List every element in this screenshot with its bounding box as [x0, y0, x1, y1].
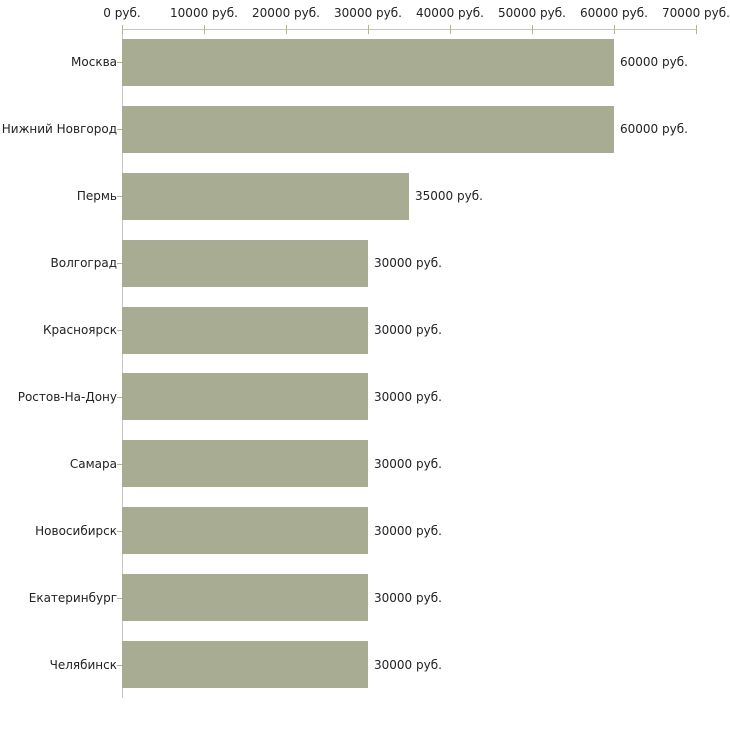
- x-tick-label: 40000 руб.: [416, 6, 484, 20]
- category-label: Нижний Новгород: [1, 122, 117, 137]
- x-tick-mark: [368, 25, 369, 34]
- plot-area: 0 руб. 10000 руб. 20000 руб. 30000 руб. …: [2, 6, 730, 698]
- value-label: 30000 руб.: [374, 389, 442, 404]
- value-label: 30000 руб.: [374, 323, 442, 338]
- y-tick-mark: [117, 330, 122, 332]
- bar: [122, 507, 368, 555]
- x-axis-line: [122, 29, 696, 30]
- bar-row: Красноярск 30000 руб.: [43, 297, 696, 364]
- x-tick-label: 20000 руб.: [252, 6, 320, 20]
- bar-row: Пермь 35000 руб.: [77, 163, 696, 230]
- bar: [122, 574, 368, 622]
- bar: [122, 239, 368, 287]
- category-label: Ростов-На-Дону: [17, 389, 117, 404]
- x-tick-mark: [614, 25, 615, 34]
- bar-row: Нижний Новгород 60000 руб.: [2, 96, 696, 163]
- x-tick-label: 30000 руб.: [334, 6, 402, 20]
- bar: [122, 38, 614, 86]
- bar-row: Москва 60000 руб.: [71, 29, 696, 96]
- x-tick-label: 70000 руб.: [662, 6, 730, 20]
- bars-container: Москва 60000 руб. Нижний Новгород 60000 …: [2, 29, 696, 698]
- y-tick-mark: [117, 396, 122, 398]
- value-label: 35000 руб.: [415, 189, 483, 204]
- x-tick-mark: [696, 25, 697, 34]
- y-tick-mark: [117, 62, 122, 64]
- x-tick-label: 60000 руб.: [580, 6, 648, 20]
- bar: [122, 440, 368, 488]
- bar: [122, 641, 368, 689]
- category-label: Москва: [71, 55, 117, 70]
- x-tick-mark: [532, 25, 533, 34]
- category-label: Челябинск: [49, 657, 117, 672]
- category-label: Самара: [69, 456, 117, 471]
- bar-row: Самара 30000 руб.: [70, 430, 696, 497]
- value-label: 30000 руб.: [374, 523, 442, 538]
- value-label: 30000 руб.: [374, 590, 442, 605]
- bar: [122, 373, 368, 421]
- value-label: 30000 руб.: [374, 256, 442, 271]
- y-tick-mark: [117, 530, 122, 532]
- bar-row: Ростов-На-Дону 30000 руб.: [18, 364, 696, 431]
- x-tick-mark: [450, 25, 451, 34]
- y-tick-mark: [117, 463, 122, 465]
- x-tick-mark: [204, 25, 205, 34]
- value-label: 60000 руб.: [620, 55, 688, 70]
- x-tick-label: 10000 руб.: [170, 6, 238, 20]
- value-label: 60000 руб.: [620, 122, 688, 137]
- bar-row: Екатеринбург 30000 руб.: [29, 564, 696, 631]
- value-label: 30000 руб.: [374, 657, 442, 672]
- bar: [122, 105, 614, 153]
- x-tick-label: 50000 руб.: [498, 6, 566, 20]
- category-label: Волгоград: [50, 256, 117, 271]
- y-axis-line: [122, 29, 123, 698]
- bar-row: Новосибирск 30000 руб.: [35, 497, 696, 564]
- y-tick-mark: [117, 263, 122, 265]
- y-tick-mark: [117, 664, 122, 666]
- bar: [122, 172, 409, 220]
- x-tick-mark: [286, 25, 287, 34]
- category-label: Пермь: [76, 189, 117, 204]
- value-label: 30000 руб.: [374, 456, 442, 471]
- category-label: Красноярск: [43, 323, 117, 338]
- y-tick-mark: [117, 196, 122, 198]
- x-tick-mark: [122, 25, 123, 34]
- category-label: Новосибирск: [35, 523, 117, 538]
- bar-row: Волгоград 30000 руб.: [51, 230, 696, 297]
- y-tick-mark: [117, 129, 122, 131]
- category-label: Екатеринбург: [28, 590, 117, 605]
- y-tick-mark: [117, 597, 122, 599]
- x-tick-label: 0 руб.: [103, 6, 141, 20]
- bar-row: Челябинск 30000 руб.: [50, 631, 696, 698]
- bar: [122, 306, 368, 354]
